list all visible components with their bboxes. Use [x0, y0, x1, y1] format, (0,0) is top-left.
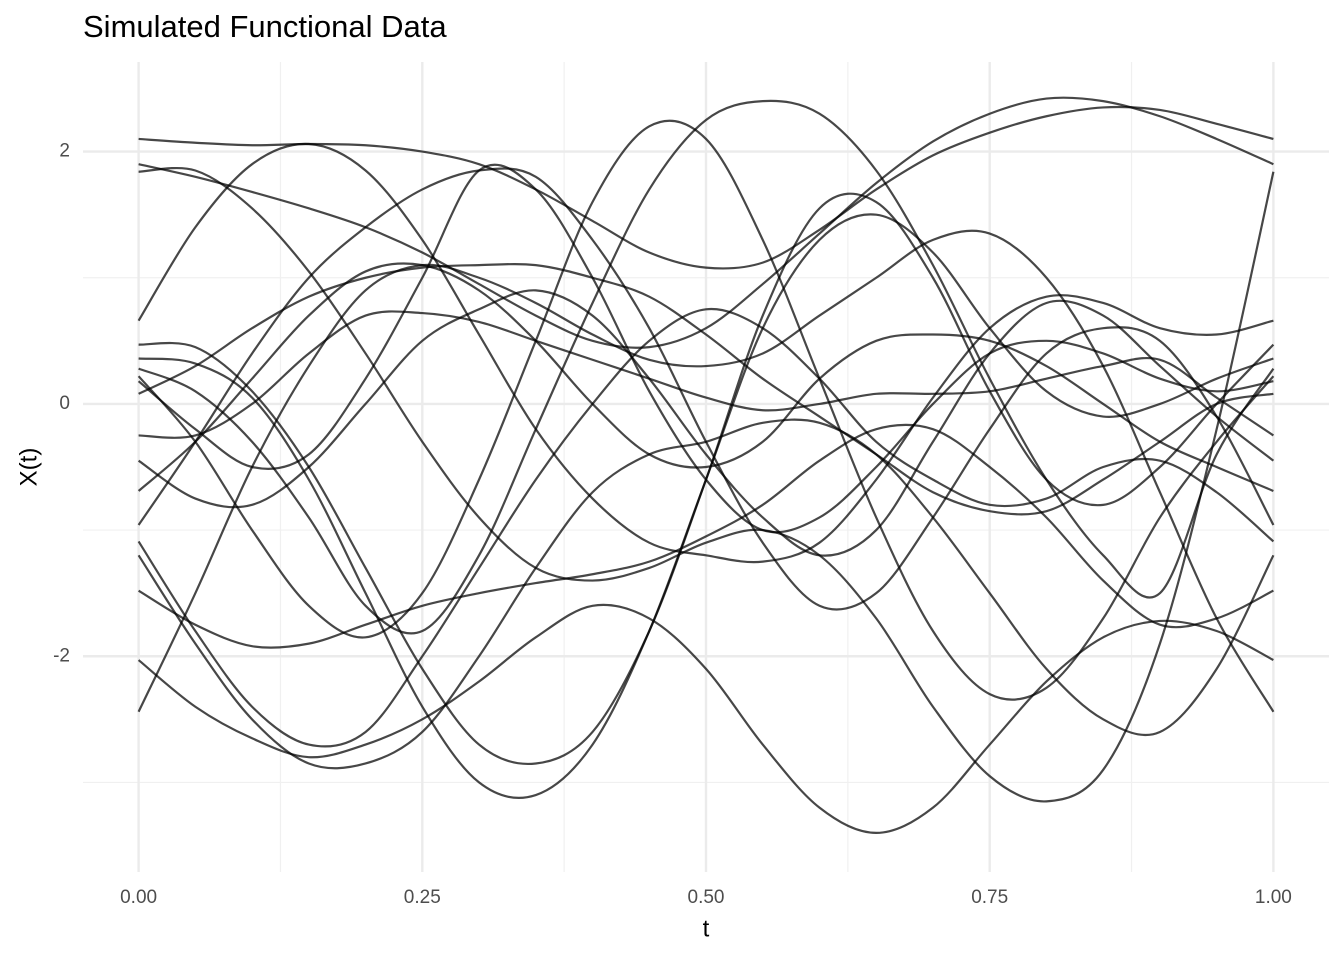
curve — [137, 418, 1275, 770]
curve — [137, 142, 1274, 564]
curve — [137, 307, 1275, 748]
y-tick-label: -2 — [53, 645, 70, 666]
chart-title: Simulated Functional Data — [83, 9, 447, 44]
y-tick-label: 0 — [59, 393, 70, 414]
y-axis-label: X(t) — [15, 448, 42, 487]
x-tick-label: 0.75 — [971, 887, 1008, 908]
curve — [137, 289, 1275, 557]
curve — [138, 423, 1274, 649]
x-tick-label: 1.00 — [1255, 887, 1292, 908]
curve — [138, 99, 1275, 635]
curve — [138, 262, 1274, 516]
curve — [138, 310, 1275, 439]
x-tick-label: 0.00 — [120, 887, 157, 908]
x-tick-label: 0.25 — [404, 887, 441, 908]
curve — [137, 603, 1274, 834]
curve — [137, 262, 1274, 492]
curve — [138, 105, 1274, 270]
curve — [138, 213, 1274, 799]
y-tick-label: 2 — [59, 141, 70, 162]
curve — [137, 163, 1274, 534]
curve — [138, 96, 1274, 349]
curve — [137, 229, 1275, 713]
x-tick-label: 0.50 — [688, 887, 725, 908]
x-axis-label: t — [703, 915, 710, 942]
